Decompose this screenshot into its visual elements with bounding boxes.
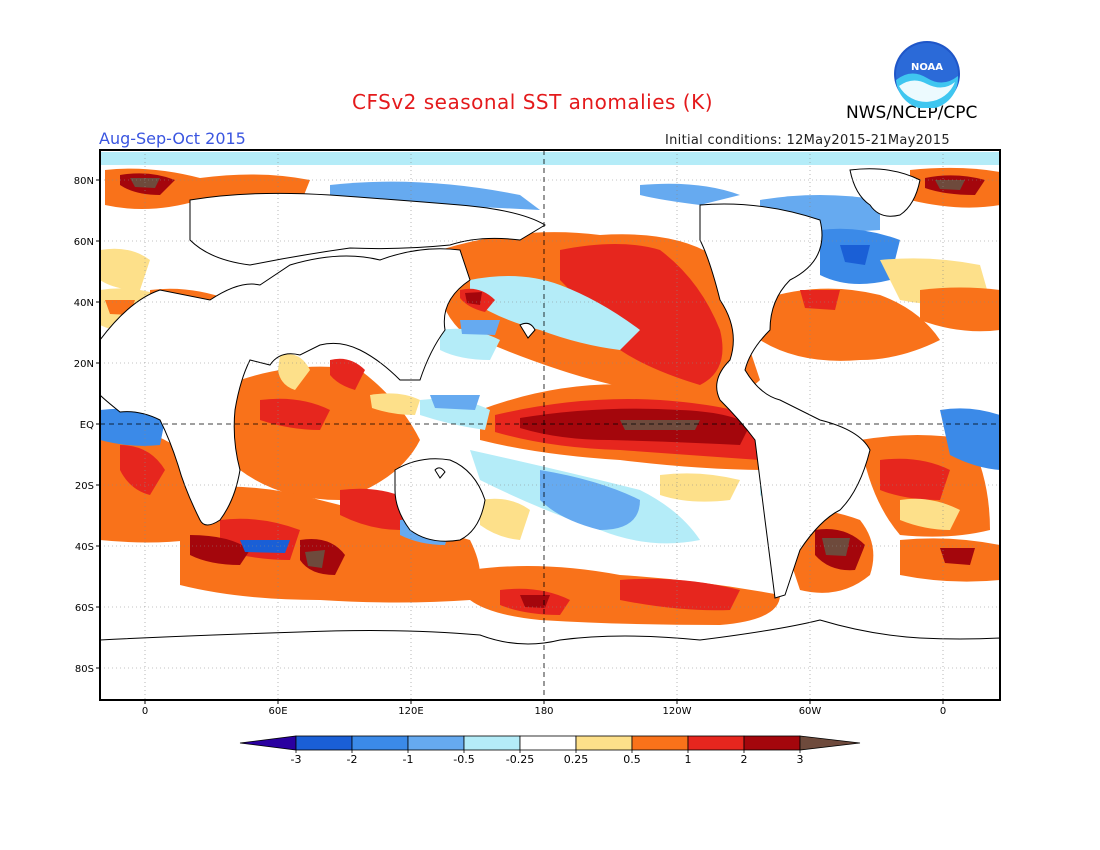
colorbar-arrow-right xyxy=(799,735,861,751)
initial-conditions: Initial conditions: 12May2015-21May2015 xyxy=(665,133,950,148)
lat-ticks xyxy=(96,179,944,704)
colorbar-segment xyxy=(407,735,465,751)
colorbar xyxy=(239,735,861,753)
colorbar-label: -3 xyxy=(291,753,302,766)
map-title: CFSv2 seasonal SST anomalies (K) xyxy=(352,90,713,114)
lon-label: 0 xyxy=(940,706,946,717)
colorbar-segment xyxy=(743,735,801,751)
colorbar-labels: -3 -2 -1 -0.5 -0.25 0.25 0.5 1 2 3 xyxy=(291,753,804,766)
colorbar-segment xyxy=(631,735,689,751)
lat-label: 60N xyxy=(74,237,94,248)
noaa-logo-icon: NOAA xyxy=(894,41,960,108)
lat-label: 40N xyxy=(74,298,94,309)
reference-lines xyxy=(100,150,1000,700)
colorbar-segment xyxy=(351,735,409,751)
colorbar-label: 2 xyxy=(741,753,748,766)
logo-text: NOAA xyxy=(911,62,943,73)
lat-label: 60S xyxy=(75,603,94,614)
colorbar-segment xyxy=(519,735,577,751)
lat-label: 80S xyxy=(75,664,94,675)
map-frame xyxy=(99,149,1001,701)
colorbar-label: -2 xyxy=(347,753,358,766)
lon-label: 180 xyxy=(534,706,553,717)
lon-label: 60W xyxy=(799,706,822,717)
colorbar-segment xyxy=(575,735,633,751)
lat-labels: 80N 60N 40N 20N EQ 20S 40S 60S 80S xyxy=(74,176,94,675)
forecast-period: Aug-Sep-Oct 2015 xyxy=(99,129,246,148)
lon-label: 120E xyxy=(398,706,423,717)
lat-label: 20S xyxy=(75,481,94,492)
colorbar-label: 0.25 xyxy=(564,753,589,766)
colorbar-segment xyxy=(295,735,353,751)
lat-label: 20N xyxy=(74,359,94,370)
coastlines xyxy=(100,168,1000,700)
lon-label: 60E xyxy=(268,706,287,717)
lon-labels: 0 60E 120E 180 120W 60W 0 xyxy=(142,706,946,717)
map-field xyxy=(100,150,1000,700)
colorbar-label: 3 xyxy=(797,753,804,766)
lon-label: 0 xyxy=(142,706,148,717)
lat-label: 80N xyxy=(74,176,94,187)
colorbar-segment xyxy=(463,735,521,751)
colorbar-label: -1 xyxy=(403,753,414,766)
lat-label: EQ xyxy=(80,420,94,431)
colorbar-label: 0.5 xyxy=(623,753,641,766)
colorbar-arrow-left xyxy=(239,735,297,751)
agency-label: NWS/NCEP/CPC xyxy=(846,103,978,123)
colorbar-label: 1 xyxy=(685,753,692,766)
colorbar-label: -0.5 xyxy=(453,753,474,766)
colorbar-segment xyxy=(687,735,745,751)
colorbar-label: -0.25 xyxy=(506,753,534,766)
lon-label: 120W xyxy=(663,706,692,717)
lat-label: 40S xyxy=(75,542,94,553)
